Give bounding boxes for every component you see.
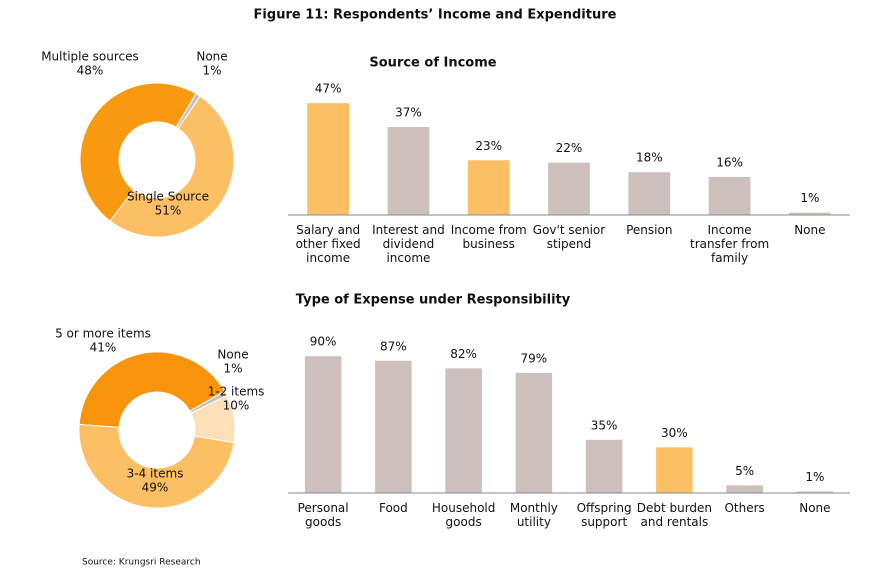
chart-title: Source of Income [369, 56, 496, 71]
bar-value-label: 35% [591, 418, 618, 432]
bar [304, 356, 342, 493]
bar-value-label: 5% [735, 464, 754, 478]
x-tick-label: Gov't senior stipend [533, 223, 605, 251]
x-tick-label: Salary and other fixed income [296, 223, 361, 265]
bar-value-label: 82% [450, 347, 477, 361]
slice-value-label: 51% [155, 204, 182, 218]
slice-label: None [196, 50, 227, 64]
slice-value-label: 41% [90, 341, 117, 355]
source-note: Source: Krungsri Research [82, 558, 201, 568]
donut-slice [78, 351, 226, 428]
bar [467, 160, 510, 215]
bar-value-label: 18% [636, 151, 663, 165]
bar [656, 447, 693, 493]
bar-value-label: 16% [716, 155, 743, 169]
donut-slice [78, 424, 235, 509]
x-tick-label: None [799, 501, 830, 515]
bar-value-label: 90% [310, 335, 337, 349]
bar [585, 439, 623, 493]
slice-label: 3-4 items [127, 467, 184, 481]
bar [375, 360, 412, 493]
slice-label: None [217, 348, 248, 362]
slice-value-label: 48% [77, 64, 104, 78]
slice-label: Single Source [127, 190, 209, 204]
x-tick-label: Household goods [432, 501, 496, 529]
bar [515, 372, 553, 493]
slice-value-label: 1% [202, 64, 221, 78]
figure-title: Figure 11: Respondents’ Income and Expen… [254, 8, 617, 23]
bar [548, 162, 590, 215]
x-tick-label: Others [724, 501, 764, 515]
slice-value-label: 49% [142, 481, 169, 495]
x-tick-label: Offspring support [577, 501, 632, 529]
x-tick-label: Personal goods [298, 501, 349, 529]
x-tick-label: None [794, 223, 825, 237]
bar-value-label: 79% [521, 351, 548, 365]
x-tick-label: Debt burden and rentals [637, 501, 712, 529]
bar [796, 491, 834, 493]
bar-value-label: 47% [315, 82, 342, 96]
bar-value-label: 87% [380, 339, 407, 353]
x-tick-label: Monthly utility [510, 501, 558, 529]
bar-value-label: 23% [475, 139, 502, 153]
x-tick-label: Income from business [451, 223, 527, 251]
bar [307, 103, 350, 215]
slice-label: 5 or more items [55, 327, 151, 341]
bar [387, 126, 430, 215]
bar-value-label: 1% [805, 470, 824, 484]
chart-title: Type of Expense under Responsibility [296, 293, 571, 308]
x-tick-label: Pension [626, 223, 672, 237]
bar [788, 212, 831, 215]
slice-value-label: 10% [223, 399, 250, 413]
bar [628, 172, 671, 215]
x-tick-label: Interest and dividend income [372, 223, 445, 265]
bar-value-label: 1% [800, 191, 819, 205]
donut-slice [109, 95, 235, 238]
bar-value-label: 22% [556, 141, 583, 155]
slice-label: 1-2 items [208, 385, 265, 399]
bar [445, 368, 482, 493]
donut-slice [79, 82, 197, 222]
slice-label: Multiple sources [41, 50, 139, 64]
bar [726, 485, 763, 493]
bar-value-label: 30% [661, 426, 688, 440]
slice-value-label: 1% [223, 362, 242, 376]
x-tick-label: Income transfer from family [690, 223, 769, 265]
x-tick-label: Food [379, 501, 408, 515]
bar-value-label: 37% [395, 105, 422, 119]
bar [708, 176, 751, 215]
